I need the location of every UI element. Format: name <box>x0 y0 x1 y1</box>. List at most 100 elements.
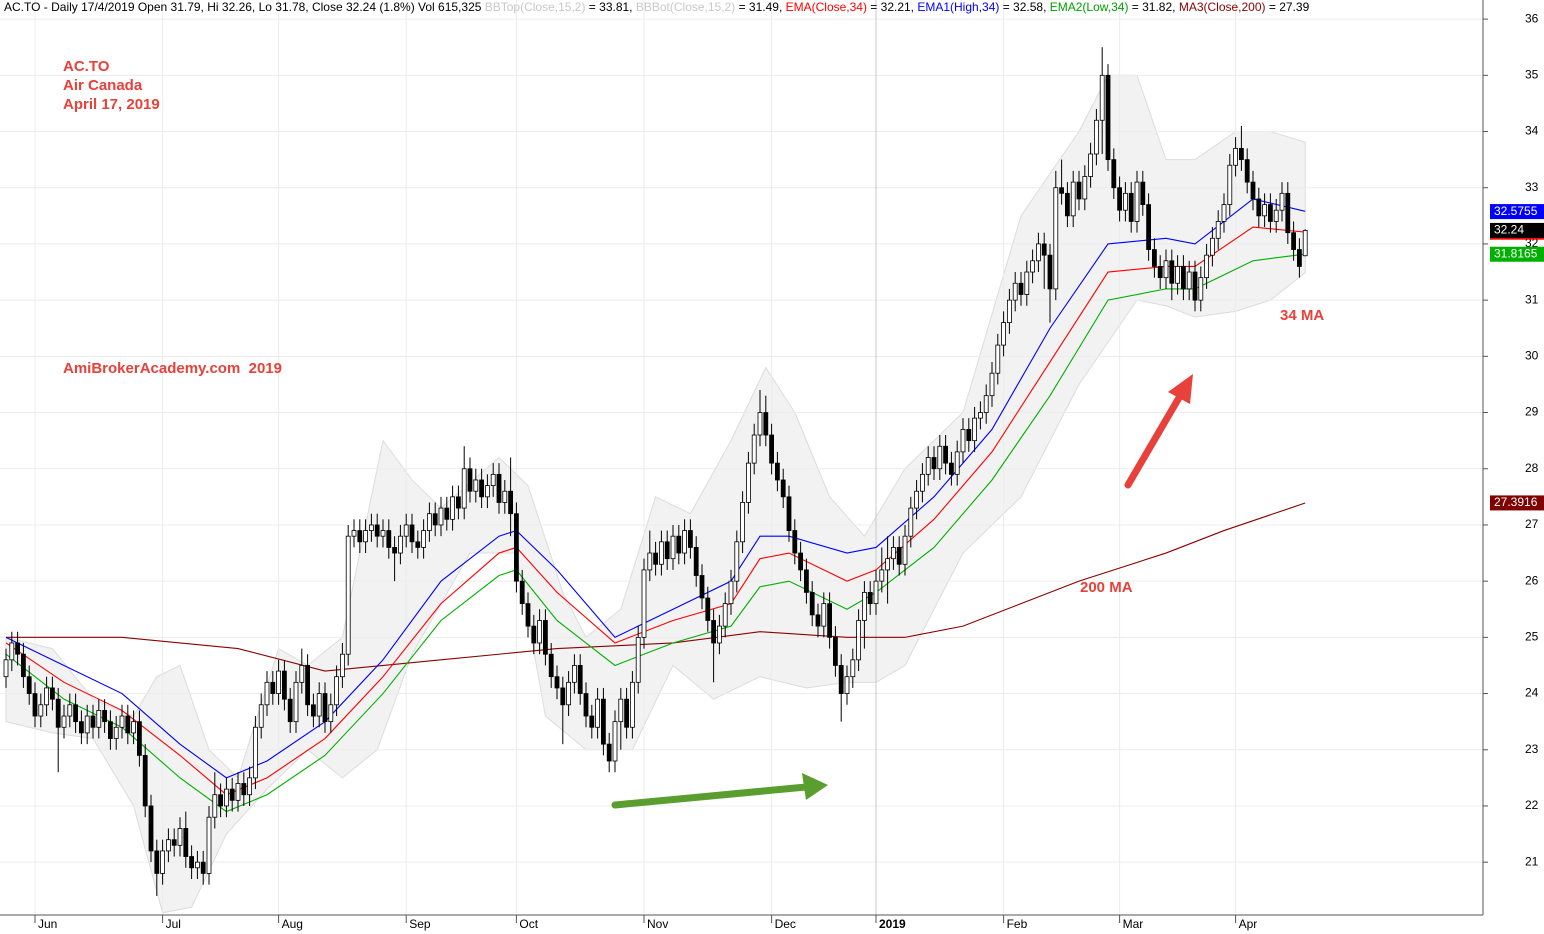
candle-body <box>183 828 189 857</box>
candle-body <box>1192 271 1198 301</box>
candle-body <box>653 552 658 565</box>
candle-body <box>676 535 682 554</box>
green-arrow <box>611 783 810 809</box>
candle-body <box>1221 204 1227 222</box>
candle-body <box>1291 232 1296 250</box>
header-part: = 33.81, <box>585 0 635 14</box>
candle-body <box>177 828 183 846</box>
candle-body <box>601 698 606 745</box>
y-tick-label: 30 <box>1525 349 1539 363</box>
candle-body <box>108 721 113 739</box>
candle-body <box>641 569 647 638</box>
candle-body <box>1111 159 1117 189</box>
candle-body <box>896 547 902 565</box>
candle-body <box>339 653 345 678</box>
candle-body <box>682 530 687 554</box>
candle-body <box>531 625 537 644</box>
candle-body <box>1105 74 1111 161</box>
candle-body <box>1123 192 1128 211</box>
header: AC.TO - Daily 17/4/2019 Open 31.79, Hi 3… <box>4 0 1310 14</box>
candle-body <box>914 490 919 509</box>
candle-body <box>409 524 415 543</box>
candle-body <box>804 569 809 593</box>
ma200-label: 200 MA <box>1080 579 1133 596</box>
header-part: EMA(Close,34) <box>786 0 867 14</box>
candle-body <box>850 659 856 678</box>
candle-body <box>73 704 78 723</box>
candle-body <box>26 676 32 694</box>
red-arrow <box>1124 392 1184 489</box>
candle-body <box>891 547 896 560</box>
candle-body <box>9 642 15 661</box>
x-tick-label: Dec <box>775 917 796 931</box>
candle-body <box>345 535 351 655</box>
candle-body <box>50 687 55 700</box>
candle-body <box>1134 181 1140 222</box>
candle-body <box>67 704 73 717</box>
candle-body <box>368 524 374 531</box>
candle-body <box>1157 266 1163 279</box>
candle-body <box>508 490 514 515</box>
candle-body <box>699 575 705 599</box>
candle-body <box>218 794 224 807</box>
candle-body <box>380 530 386 537</box>
candle-body <box>519 580 525 605</box>
candle-body <box>1018 282 1024 295</box>
candle-body <box>1024 271 1030 295</box>
header-part: BBTop(Close,15,2) <box>485 0 586 14</box>
candle-body <box>1012 282 1018 301</box>
candle-body <box>496 473 502 503</box>
candle-body <box>1146 204 1151 250</box>
candle-body <box>1036 243 1041 262</box>
candle-body <box>1041 243 1047 256</box>
candle-body <box>270 681 276 694</box>
header-part: EMA1(High,34) <box>917 0 999 14</box>
candle-body <box>55 698 61 728</box>
candle-body <box>1094 119 1099 155</box>
candle-body <box>815 614 821 627</box>
x-tick-label: Oct <box>519 917 538 931</box>
candle-body <box>705 597 711 621</box>
candle-body <box>630 681 635 728</box>
candle-body <box>1117 187 1122 211</box>
candle-body <box>885 558 890 571</box>
y-tick-label: 23 <box>1525 742 1539 756</box>
candle-body <box>1285 192 1291 234</box>
candle-body <box>1244 159 1250 183</box>
candle-body <box>490 473 496 487</box>
candle-body <box>281 670 287 700</box>
x-tick-label: Nov <box>647 917 668 931</box>
candle-body <box>786 496 792 531</box>
candle-body <box>264 681 270 706</box>
candle-body <box>229 788 235 801</box>
candle-body <box>908 507 914 537</box>
candle-body <box>664 541 670 560</box>
candle-body <box>316 693 322 717</box>
candle-body <box>38 704 44 717</box>
header-part: EMA2(Low,34) <box>1050 0 1129 14</box>
value-tag-label: 32.24 <box>1494 223 1524 237</box>
candle-body <box>142 754 148 807</box>
candle-body <box>879 569 885 582</box>
candle-body <box>775 462 780 481</box>
candle-body <box>119 715 125 728</box>
candle-body <box>299 665 305 683</box>
date: April 17, 2019 <box>63 96 160 113</box>
candle-body <box>618 698 624 723</box>
candle-body <box>937 445 943 470</box>
candle-body <box>1059 187 1064 194</box>
y-tick-label: 24 <box>1525 686 1539 700</box>
candle-body <box>543 620 548 655</box>
value-tag <box>1490 222 1544 238</box>
candle-body <box>1273 209 1279 222</box>
candle-body <box>717 625 722 644</box>
candle-body <box>606 743 612 762</box>
ticker: AC.TO <box>63 58 110 75</box>
candle-body <box>252 726 258 779</box>
y-tick-label: 27 <box>1525 517 1539 531</box>
candle-body <box>415 541 421 548</box>
candle-body <box>154 850 160 874</box>
candle-body <box>751 434 757 464</box>
candle-body <box>438 507 444 526</box>
candle-body <box>1152 249 1157 267</box>
